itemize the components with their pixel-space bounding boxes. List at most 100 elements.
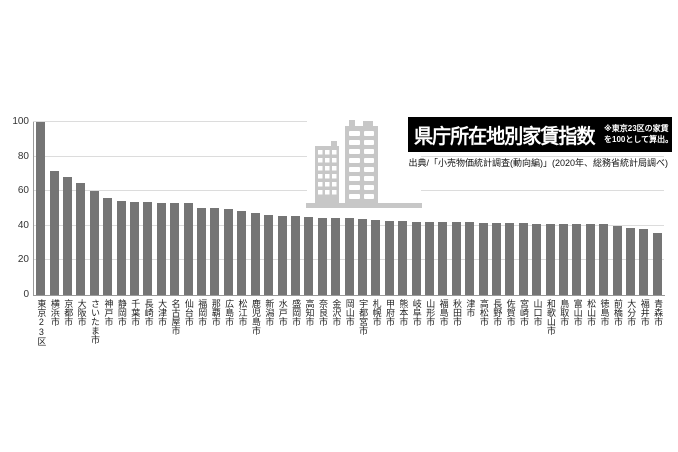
title-note-line1: ※東京23区の家賃 <box>604 123 669 133</box>
x-label-横浜市: 横浜市 <box>49 299 60 326</box>
bar-岡山市 <box>344 218 354 295</box>
y-tick-label: 40 <box>17 219 29 231</box>
bar-前橋市 <box>612 225 622 295</box>
bar-岐阜市 <box>411 221 421 295</box>
x-label-富山市: 富山市 <box>572 299 583 326</box>
bar-京都市 <box>63 176 73 295</box>
x-label-高知市: 高知市 <box>304 299 315 326</box>
bar-大分市 <box>626 227 636 295</box>
bar-松江市 <box>237 211 247 295</box>
x-label-高松市: 高松市 <box>478 299 489 326</box>
x-label-甲府市: 甲府市 <box>384 299 395 326</box>
bar-水戸市 <box>277 215 287 295</box>
x-label-熊本市: 熊本市 <box>398 299 409 326</box>
x-label-和歌山市: 和歌山市 <box>545 299 556 335</box>
x-label-松江市: 松江市 <box>237 299 248 326</box>
x-label-大阪市: 大阪市 <box>76 299 87 326</box>
y-tick-label: 80 <box>17 150 29 162</box>
title-note: ※東京23区の家賃 を100として算出。 <box>604 124 672 146</box>
bar-神戸市 <box>103 198 113 295</box>
bar-名古屋市 <box>170 202 180 295</box>
bar-秋田市 <box>451 222 461 295</box>
bar-福島市 <box>438 222 448 295</box>
x-label-仙台市: 仙台市 <box>183 299 194 326</box>
x-label-長野市: 長野市 <box>492 299 503 326</box>
bar-大阪市 <box>76 182 86 295</box>
bar-福岡市 <box>197 207 207 295</box>
x-label-青森市: 青森市 <box>653 299 664 326</box>
y-axis-ticks: 0 20 40 60 80 100 <box>2 0 29 452</box>
bar-高松市 <box>478 223 488 295</box>
bar-青森市 <box>652 232 662 295</box>
x-label-札幌市: 札幌市 <box>371 299 382 326</box>
x-label-福井市: 福井市 <box>639 299 650 326</box>
x-label-金沢市: 金沢市 <box>331 299 342 326</box>
bar-大津市 <box>156 202 166 295</box>
bar-東京23区 <box>36 122 46 295</box>
x-label-岡山市: 岡山市 <box>344 299 355 326</box>
x-label-鳥取市: 鳥取市 <box>559 299 570 326</box>
x-label-千葉市: 千葉市 <box>130 299 141 326</box>
bar-金沢市 <box>331 218 341 295</box>
bar-長野市 <box>492 223 502 295</box>
x-labels: 東京23区 横浜市 京都市 大阪市 さいたま市 神戸市 静岡市 千葉市 長崎市 大津市 名古屋市 仙台… <box>34 299 664 409</box>
bar-長崎市 <box>143 201 153 295</box>
y-tick-label: 20 <box>17 254 29 266</box>
x-label-新潟市: 新潟市 <box>264 299 275 326</box>
x-label-水戸市: 水戸市 <box>277 299 288 326</box>
bar-富山市 <box>572 224 582 295</box>
x-label-津市: 津市 <box>465 299 476 317</box>
x-label-福岡市: 福岡市 <box>197 299 208 326</box>
bar-宮崎市 <box>518 223 528 295</box>
x-label-那覇市: 那覇市 <box>210 299 221 326</box>
bar-甲府市 <box>384 220 394 295</box>
chart-title-box: 県庁所在地別家賃指数 ※東京23区の家賃 を100として算出。 <box>408 117 672 152</box>
bar-奈良市 <box>317 218 327 295</box>
x-label-神戸市: 神戸市 <box>103 299 114 326</box>
bar-熊本市 <box>398 220 408 295</box>
x-label-山口市: 山口市 <box>532 299 543 326</box>
y-tick-label: 100 <box>12 116 29 128</box>
page-title: 県庁所在地別家賃指数 <box>414 126 595 148</box>
x-label-秋田市: 秋田市 <box>452 299 463 326</box>
bar-松山市 <box>585 224 595 295</box>
bar-佐賀市 <box>505 223 515 295</box>
bar-横浜市 <box>49 170 59 295</box>
bar-和歌山市 <box>545 224 555 295</box>
x-label-大津市: 大津市 <box>157 299 168 326</box>
x-label-鹿児島市: 鹿児島市 <box>250 299 261 335</box>
x-label-松山市: 松山市 <box>586 299 597 326</box>
x-label-東京23区: 東京23区 <box>36 299 47 346</box>
x-label-大分市: 大分市 <box>626 299 637 326</box>
bar-山形市 <box>424 222 434 295</box>
x-label-宮崎市: 宮崎市 <box>519 299 530 326</box>
x-axis-line <box>33 295 665 296</box>
x-label-盛岡市: 盛岡市 <box>291 299 302 326</box>
bar-千葉市 <box>130 201 140 295</box>
x-label-広島市: 広島市 <box>224 299 235 326</box>
city-buildings-icon <box>306 119 422 209</box>
bar-津市 <box>465 222 475 295</box>
x-label-名古屋市: 名古屋市 <box>170 299 181 335</box>
y-tick-label: 60 <box>17 185 29 197</box>
title-note-line2: を100として算出。 <box>604 134 672 144</box>
bar-宇都宮市 <box>357 219 367 295</box>
source-caption: 出典/「小売物価統計調査(動向編)」(2020年、総務省統計局調べ) <box>408 158 668 168</box>
x-label-長崎市: 長崎市 <box>143 299 154 326</box>
x-label-前橋市: 前橋市 <box>612 299 623 326</box>
bar-鳥取市 <box>559 224 569 295</box>
bar-新潟市 <box>264 214 274 295</box>
bar-盛岡市 <box>290 216 300 295</box>
x-label-岐阜市: 岐阜市 <box>411 299 422 326</box>
bar-山口市 <box>532 224 542 295</box>
x-label-宇都宮市: 宇都宮市 <box>358 299 369 335</box>
x-label-山形市: 山形市 <box>425 299 436 326</box>
bar-静岡市 <box>116 200 126 295</box>
x-label-さいたま市: さいたま市 <box>90 299 101 344</box>
y-axis-line <box>33 122 34 296</box>
x-label-佐賀市: 佐賀市 <box>505 299 516 326</box>
x-label-奈良市: 奈良市 <box>317 299 328 326</box>
bar-鹿児島市 <box>250 212 260 295</box>
x-label-京都市: 京都市 <box>63 299 74 326</box>
